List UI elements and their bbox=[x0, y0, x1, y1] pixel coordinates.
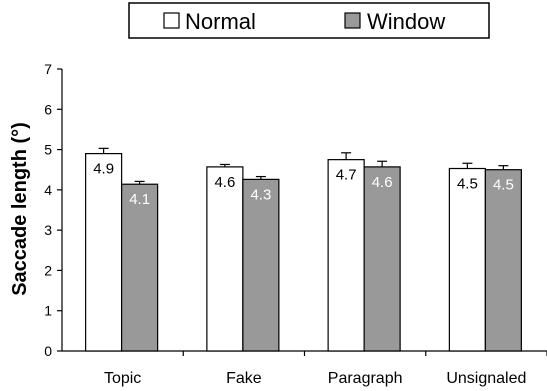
bar-normal-unsignaled bbox=[448, 167, 486, 352]
data-label: 4.6 bbox=[214, 174, 235, 191]
bar-window-fake bbox=[242, 178, 280, 352]
data-label: 4.9 bbox=[93, 161, 114, 178]
data-label: 4.5 bbox=[457, 176, 478, 193]
legend-swatch-normal bbox=[163, 12, 180, 29]
legend-box bbox=[128, 2, 490, 39]
y-tick-label: 1 bbox=[44, 303, 52, 319]
bar-normal-paragraph bbox=[327, 159, 365, 352]
x-tick-label: Topic bbox=[104, 370, 141, 387]
data-label: 4.3 bbox=[250, 186, 271, 203]
y-tick-label: 6 bbox=[44, 101, 52, 117]
legend-label-window: Window bbox=[367, 9, 445, 34]
legend-label-normal: Normal bbox=[185, 9, 256, 34]
y-tick-label: 7 bbox=[44, 61, 52, 77]
y-tick-label: 2 bbox=[44, 262, 52, 278]
bar-window-unsignaled bbox=[484, 169, 522, 352]
bar-normal-fake bbox=[206, 166, 244, 352]
x-tick-label: Fake bbox=[226, 370, 262, 387]
bars: 4.9 4.1 4.6 4.3 4.7 4.6 4.5 4.5 bbox=[85, 147, 522, 352]
x-tick-label: Paragraph bbox=[328, 370, 403, 387]
data-label: 4.6 bbox=[372, 174, 393, 191]
legend: Normal Window bbox=[128, 2, 490, 39]
y-axis-title: Saccade length (°) bbox=[9, 122, 31, 296]
y-tick-label: 4 bbox=[44, 182, 52, 198]
x-tick-label: Unsignaled bbox=[446, 370, 526, 387]
bar-window-paragraph bbox=[363, 166, 401, 352]
bar-window-topic bbox=[121, 183, 159, 352]
y-tick-label: 3 bbox=[44, 222, 52, 238]
bar-normal-topic bbox=[85, 153, 123, 352]
data-label: 4.7 bbox=[336, 167, 357, 184]
data-label: 4.1 bbox=[129, 191, 150, 208]
x-tick-labels: Topic Fake Paragraph Unsignaled bbox=[104, 370, 526, 387]
y-tick-label: 0 bbox=[44, 343, 52, 359]
legend-swatch-window bbox=[344, 12, 361, 29]
y-tick-label: 5 bbox=[44, 142, 52, 158]
data-label: 4.5 bbox=[493, 177, 514, 194]
